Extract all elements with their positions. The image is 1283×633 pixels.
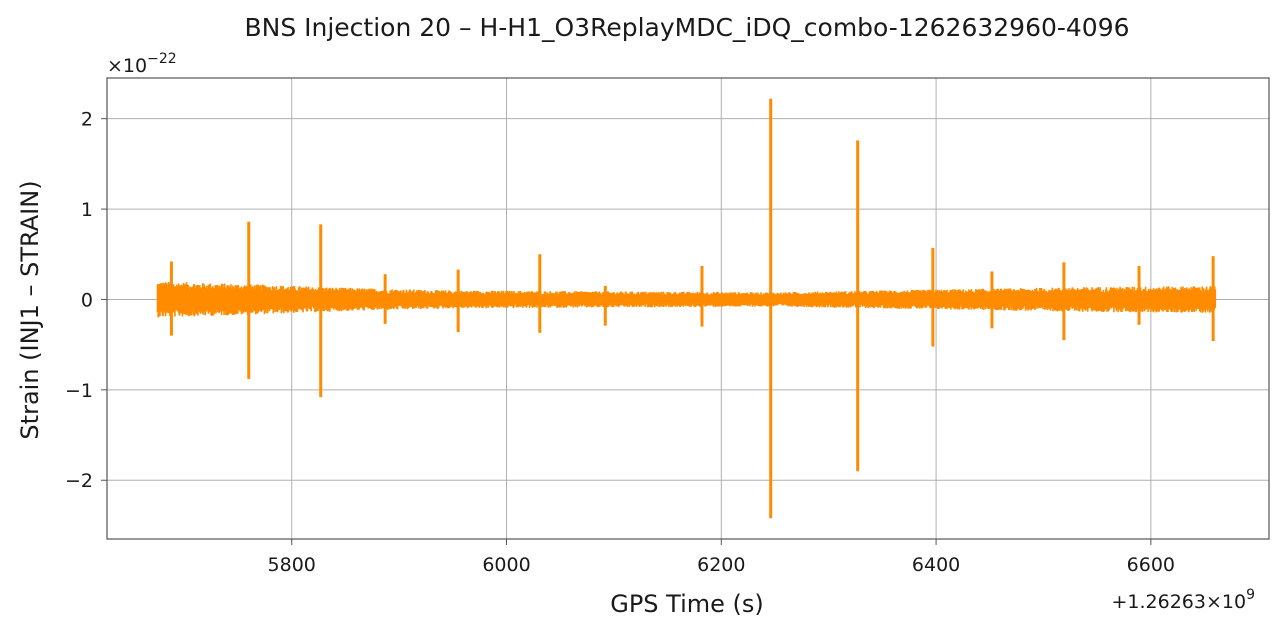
x-offset-base: +1.26263×10 <box>1111 591 1246 613</box>
x-tick-label: 6400 <box>912 554 960 576</box>
series-strain <box>156 98 1217 519</box>
x-tick-label: 6200 <box>697 554 745 576</box>
x-tick-label: 6000 <box>482 554 530 576</box>
y-scale-exponent: −22 <box>147 51 177 67</box>
x-axis-label: GPS Time (s) <box>610 590 764 618</box>
x-tick-label: 5800 <box>268 554 316 576</box>
y-tick-label: −2 <box>65 470 93 492</box>
chart-title: BNS Injection 20 – H-H1_O3ReplayMDC_iDQ_… <box>244 13 1129 42</box>
plot-frame <box>106 77 1270 540</box>
y-axis-label: Strain (INJ1 – STRAIN) <box>16 180 44 439</box>
strain-noise-band <box>156 281 1217 318</box>
x-tick-label: 6600 <box>1127 554 1175 576</box>
y-tick-label: 1 <box>81 199 93 221</box>
y-scale-base: ×10 <box>107 55 147 77</box>
x-offset-exponent: 9 <box>1246 587 1255 603</box>
y-tick-label: 2 <box>81 109 93 131</box>
y-tick-label: −1 <box>65 380 93 402</box>
y-scale-factor: ×10−22 <box>107 51 177 77</box>
x-offset-label: +1.26263×109 <box>1111 587 1255 613</box>
y-axis-ticks: −2 −1 0 1 2 <box>65 109 107 492</box>
y-tick-label: 0 <box>81 289 93 311</box>
x-axis-ticks: 5800 6000 6200 6400 6600 <box>268 539 1175 576</box>
